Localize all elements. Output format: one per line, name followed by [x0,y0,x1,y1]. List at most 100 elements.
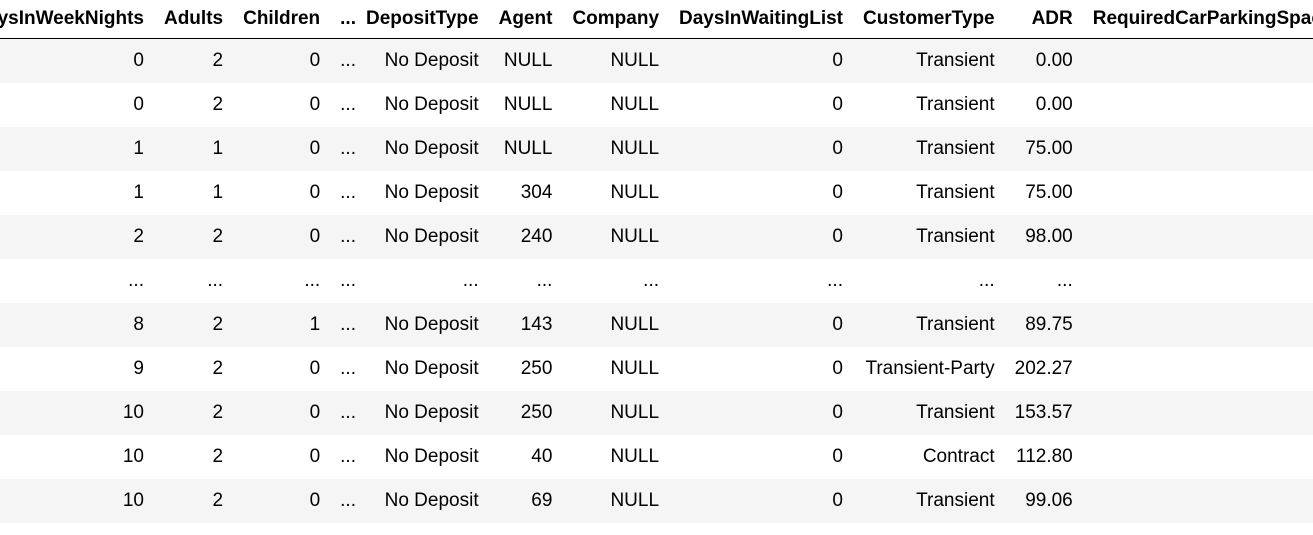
cell-deposit-type: No Deposit [356,347,489,391]
cell-required-car-parking-spaces [1082,259,1313,303]
cell-deposit-type: No Deposit [356,83,489,127]
cell-deposit-type: No Deposit [356,479,489,523]
cell-deposit-type: No Deposit [356,38,489,83]
cell-company: NULL [562,303,670,347]
cell-required-car-parking-spaces [1082,347,1313,391]
cell-required-car-parking-spaces [1082,391,1313,435]
cell-stays-in-week-nights: 1 [0,127,154,171]
cell-days-in-waiting-list: 0 [669,127,853,171]
cell-days-in-waiting-list: 0 [669,303,853,347]
cell-deposit-type: No Deposit [356,391,489,435]
cell-adr: 75.00 [1004,171,1083,215]
cell-agent: NULL [488,127,563,171]
cell-adults: 2 [153,435,234,479]
cell-adults: 1 [153,171,234,215]
table-header: StaysInWeekNightsAdultsChildren...Deposi… [0,0,1313,39]
cell-ellipsis: ... [330,171,356,215]
cell-customer-type: Transient [853,215,1005,259]
cell-company: NULL [562,347,670,391]
cell-ellipsis: ... [330,215,356,259]
cell-adults: 2 [153,38,234,83]
cell-ellipsis: ... [330,435,356,479]
cell-children: ... [233,259,331,303]
cell-required-car-parking-spaces [1082,127,1313,171]
cell-required-car-parking-spaces [1082,83,1313,127]
cell-agent: 143 [488,303,563,347]
cell-adults: 2 [153,83,234,127]
cell-ellipsis: ... [330,38,356,83]
cell-ellipsis: ... [330,347,356,391]
cell-customer-type: Transient [853,38,1005,83]
cell-agent: 240 [488,215,563,259]
dataframe-table: StaysInWeekNightsAdultsChildren...Deposi… [0,0,1313,523]
cell-children: 1 [233,303,331,347]
cell-children: 0 [233,347,331,391]
cell-children: 0 [233,435,331,479]
cell-days-in-waiting-list: 0 [669,347,853,391]
cell-company: NULL [562,479,670,523]
cell-agent: 250 [488,347,563,391]
table-row: 10 2 0... No Deposit 40 NULL 0 Contract 112.80 [0,435,1313,479]
cell-stays-in-week-nights: 0 [0,38,154,83]
cell-company: NULL [562,83,670,127]
cell-required-car-parking-spaces [1082,171,1313,215]
cell-company: ... [562,259,670,303]
cell-agent: 40 [488,435,563,479]
column-header-ellipsis: ... [330,0,356,39]
cell-adr: 99.06 [1004,479,1083,523]
cell-days-in-waiting-list: 0 [669,215,853,259]
cell-ellipsis: ... [330,391,356,435]
cell-ellipsis: ... [330,127,356,171]
cell-company: NULL [562,215,670,259]
cell-agent: 69 [488,479,563,523]
cell-agent: 250 [488,391,563,435]
cell-stays-in-week-nights: 9 [0,347,154,391]
cell-adr: ... [1004,259,1083,303]
cell-company: NULL [562,391,670,435]
cell-required-car-parking-spaces [1082,215,1313,259]
cell-agent: 304 [488,171,563,215]
cell-adr: 112.80 [1004,435,1083,479]
table-row: 1 1 0... No Deposit NULL NULL 0 Transient 75.00 [0,127,1313,171]
cell-required-car-parking-spaces [1082,303,1313,347]
cell-days-in-waiting-list: 0 [669,38,853,83]
cell-customer-type: Transient-Party [853,347,1005,391]
cell-customer-type: Transient [853,391,1005,435]
cell-children: 0 [233,83,331,127]
cell-adr: 89.75 [1004,303,1083,347]
cell-days-in-waiting-list: 0 [669,391,853,435]
cell-children: 0 [233,38,331,83]
cell-adults: ... [153,259,234,303]
cell-children: 0 [233,127,331,171]
cell-adr: 0.00 [1004,83,1083,127]
column-header-adults: Adults [153,0,234,39]
cell-adr: 153.57 [1004,391,1083,435]
cell-adr: 202.27 [1004,347,1083,391]
column-header-days-in-waiting-list: DaysInWaitingList [669,0,853,39]
cell-customer-type: Transient [853,127,1005,171]
cell-deposit-type: No Deposit [356,435,489,479]
cell-required-car-parking-spaces [1082,435,1313,479]
cell-adults: 2 [153,215,234,259]
cell-ellipsis: ... [330,259,356,303]
cell-adults: 2 [153,391,234,435]
column-header-deposit-type: DepositType [356,0,489,39]
table-row: 10 2 0... No Deposit 69 NULL 0 Transient 99.06 [0,479,1313,523]
cell-company: NULL [562,171,670,215]
cell-days-in-waiting-list: 0 [669,479,853,523]
cell-children: 0 [233,215,331,259]
cell-children: 0 [233,391,331,435]
cell-deposit-type: No Deposit [356,215,489,259]
cell-customer-type: Transient [853,83,1005,127]
cell-stays-in-week-nights: 10 [0,479,154,523]
cell-company: NULL [562,38,670,83]
cell-days-in-waiting-list: 0 [669,171,853,215]
cell-adults: 2 [153,347,234,391]
column-header-agent: Agent [488,0,563,39]
cell-days-in-waiting-list: ... [669,259,853,303]
cell-required-car-parking-spaces [1082,38,1313,83]
column-header-company: Company [562,0,670,39]
cell-customer-type: Transient [853,479,1005,523]
cell-adults: 1 [153,127,234,171]
column-header-children: Children [233,0,331,39]
